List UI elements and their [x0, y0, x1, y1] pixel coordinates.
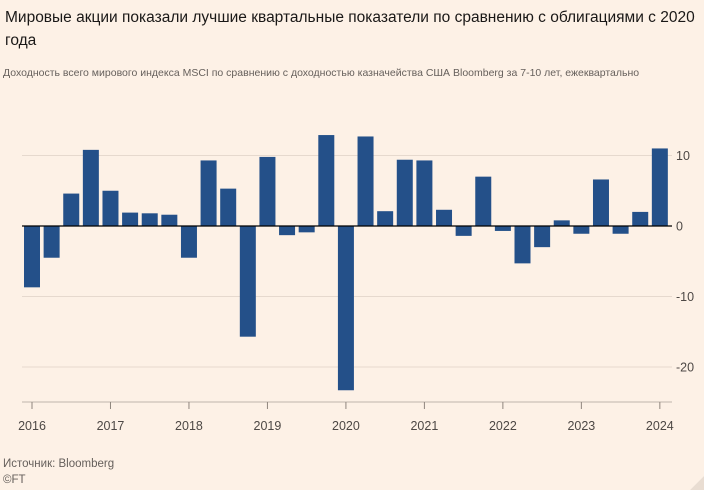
bar-2024Q1	[651, 148, 668, 226]
bar-2016Q4	[82, 149, 99, 226]
bar-2018Q1	[180, 226, 197, 258]
bar-2016Q3	[63, 193, 80, 226]
x-tick-label: 2024	[646, 419, 674, 433]
bar-2020Q1	[337, 226, 354, 391]
y-tick-label: -20	[676, 361, 694, 375]
bar-2016Q1	[24, 226, 40, 288]
bar-2018Q2	[200, 160, 217, 226]
bar-2017Q3	[141, 213, 158, 226]
bar-chart: 10 0 -10 -20 2016 2017 2018 2019 2020 2021 2022 202…	[18, 135, 694, 433]
bar-2022Q4	[553, 220, 570, 226]
bar-2021Q3	[455, 226, 472, 236]
bar-2022Q2	[514, 226, 531, 264]
bar-2022Q1	[494, 226, 511, 231]
bar-2020Q2	[357, 136, 374, 226]
bar-2019Q4	[318, 135, 335, 226]
bar-2018Q3	[220, 188, 237, 226]
y-tick-label: 10	[676, 149, 690, 163]
bar-2017Q2	[122, 212, 139, 226]
source-note: Источник: Bloomberg	[3, 458, 115, 470]
bar-2023Q3	[612, 226, 629, 234]
bar-2018Q4	[239, 226, 256, 337]
bar-2017Q4	[161, 214, 178, 226]
bar-2023Q1	[573, 226, 590, 234]
chart-title: Мировые акции показали лучшие квартальны…	[5, 9, 695, 49]
bar-2021Q2	[436, 209, 453, 226]
bar-2020Q4	[396, 159, 413, 226]
ft-logo: ©FT	[3, 474, 26, 486]
x-tick-label: 2018	[175, 419, 203, 433]
corner-fold-icon	[690, 476, 704, 490]
bar-2022Q3	[534, 226, 551, 248]
x-tick-label: 2023	[567, 419, 595, 433]
y-tick-label: -10	[676, 290, 694, 304]
x-tick-label: 2020	[332, 419, 360, 433]
y-tick-label: 0	[676, 220, 683, 234]
bar-2021Q4	[475, 176, 492, 226]
bar-2016Q2	[43, 226, 60, 258]
bar-2019Q3	[298, 226, 315, 233]
x-tick-label: 2021	[410, 419, 438, 433]
bar-2021Q1	[416, 160, 433, 226]
bar-2023Q2	[592, 179, 609, 226]
bar-2023Q4	[632, 211, 649, 226]
bar-2017Q1	[102, 190, 119, 226]
bar-2020Q3	[377, 211, 394, 226]
bar-2019Q2	[279, 226, 296, 236]
x-tick-label: 2017	[97, 419, 125, 433]
x-tick-label: 2016	[18, 419, 46, 433]
x-tick-label: 2022	[489, 419, 517, 433]
chart-subtitle: Доходность всего мирового индекса MSCI п…	[3, 67, 640, 79]
x-tick-label: 2019	[254, 419, 282, 433]
bar-2019Q1	[259, 156, 276, 226]
